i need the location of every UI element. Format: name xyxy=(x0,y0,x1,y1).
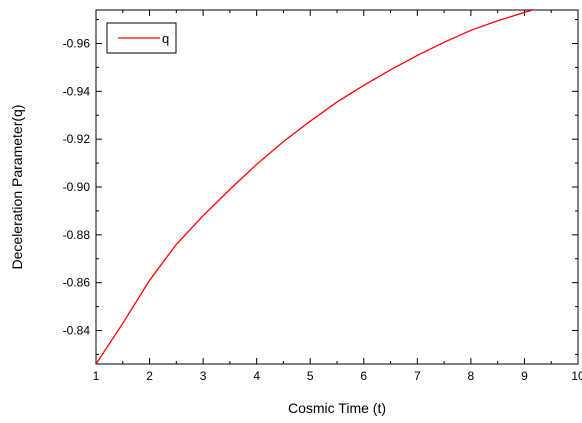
y-tick-label: -0.86 xyxy=(63,276,91,290)
x-tick-label: 3 xyxy=(200,369,207,383)
x-tick-label: 2 xyxy=(146,369,153,383)
x-tick-label: 10 xyxy=(571,369,582,383)
y-tick-label: -0.88 xyxy=(63,228,91,242)
x-tick-label: 5 xyxy=(307,369,314,383)
x-tick-label: 1 xyxy=(93,369,100,383)
plot-area xyxy=(95,9,579,365)
series-line-q xyxy=(96,10,536,364)
x-axis-title: Cosmic Time (t) xyxy=(288,400,386,416)
y-axis-title: Deceleration Parameter(q) xyxy=(9,105,25,270)
x-tick-label: 8 xyxy=(468,369,475,383)
y-axis: -0.84 -0.86 -0.88 -0.90 -0.92 -0.94 -0.96 xyxy=(63,19,578,355)
legend-label-q: q xyxy=(162,31,169,46)
y-tick-label: -0.92 xyxy=(63,132,91,146)
x-tick-label: 9 xyxy=(521,369,528,383)
y-tick-label: -0.94 xyxy=(63,84,91,98)
x-tick-label: 4 xyxy=(253,369,260,383)
y-tick-label: -0.90 xyxy=(63,180,91,194)
x-tick-label: 6 xyxy=(360,369,367,383)
x-tick-label: 7 xyxy=(414,369,421,383)
legend: q xyxy=(106,22,177,54)
y-tick-label: -0.84 xyxy=(63,324,91,338)
y-tick-label: -0.96 xyxy=(63,36,91,50)
x-axis: 1 2 3 4 5 6 7 8 9 10 xyxy=(93,10,582,383)
